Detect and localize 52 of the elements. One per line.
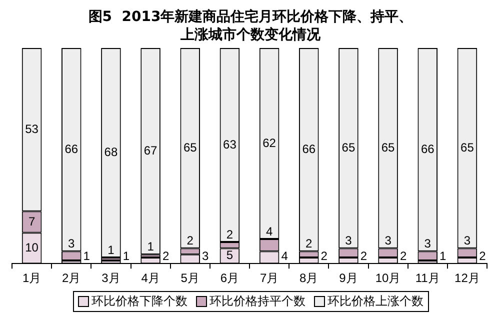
data-label: 1 <box>122 248 130 263</box>
data-label: 2 <box>226 227 234 242</box>
x-tick-label: 1月 <box>22 271 42 286</box>
data-label: 2 <box>186 234 194 248</box>
data-label: 4 <box>281 248 288 263</box>
data-label: 2 <box>162 248 170 263</box>
data-label: 65 <box>183 140 198 154</box>
x-tick-label: 2月 <box>62 271 81 286</box>
x-tick-label: 7月 <box>260 271 279 286</box>
x-tick-label: 11月 <box>415 271 440 286</box>
data-label: 3 <box>68 236 76 251</box>
data-label: 65 <box>381 140 396 154</box>
data-label: 1 <box>440 248 447 263</box>
data-label: 3 <box>345 234 352 248</box>
x-tick-label: 3月 <box>102 271 120 286</box>
data-label: 2 <box>479 248 486 263</box>
data-label: 2 <box>320 248 328 263</box>
data-label: 63 <box>223 137 237 152</box>
data-label: 7 <box>28 214 36 228</box>
data-label: 65 <box>460 140 474 154</box>
x-tick-label: 6月 <box>220 271 240 286</box>
x-tick-label: 8月 <box>300 271 318 286</box>
data-label: 3 <box>424 236 432 251</box>
data-label: 2 <box>306 236 313 251</box>
legend-label: 环比价格下降个数 <box>92 293 188 310</box>
data-label: 65 <box>342 140 356 154</box>
data-label: 66 <box>302 142 316 156</box>
data-label: 10 <box>25 240 39 255</box>
legend-label: 环比价格上涨个数 <box>328 293 424 310</box>
data-label: 2 <box>400 248 407 263</box>
data-label: 5 <box>226 248 234 262</box>
data-label: 53 <box>25 122 39 136</box>
x-tick-label: 12月 <box>454 271 480 286</box>
data-label: 66 <box>420 142 435 156</box>
data-label: 3 <box>202 248 210 263</box>
data-label: 66 <box>64 142 78 156</box>
data-label: 1 <box>83 248 90 263</box>
legend-label: 环比价格持平个数 <box>210 293 306 310</box>
data-label: 68 <box>104 145 118 160</box>
data-label: 62 <box>262 136 276 150</box>
data-label: 67 <box>144 143 158 158</box>
data-label: 1 <box>147 240 154 254</box>
data-label: 2 <box>360 248 368 263</box>
data-label: 3 <box>384 234 392 248</box>
x-tick-label: 5月 <box>180 271 200 286</box>
x-tick-label: 4月 <box>141 271 160 286</box>
x-tick-label: 10月 <box>375 271 401 286</box>
data-label: 4 <box>266 224 273 238</box>
data-label: 3 <box>464 234 471 248</box>
chart-title: 图5 2013年新建商品住宅月环比价格下降、持平、上涨城市个数变化情况 <box>87 8 414 44</box>
x-tick-label: 9月 <box>339 271 358 286</box>
data-label: 1 <box>108 242 115 257</box>
